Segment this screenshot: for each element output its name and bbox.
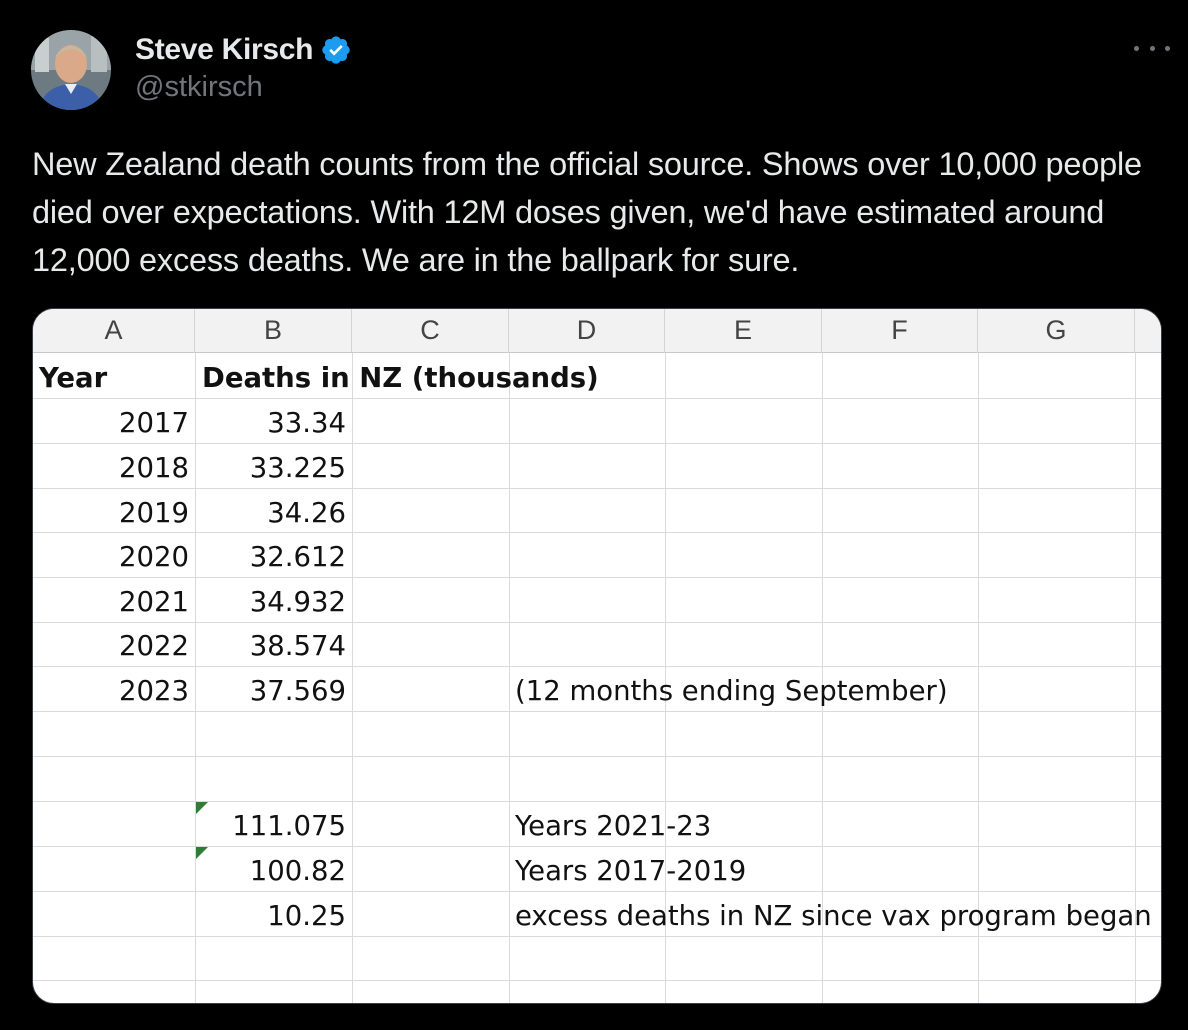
column-header-a: A (33, 309, 195, 353)
cell-error-marker-icon (196, 847, 208, 859)
gridline (195, 353, 196, 1003)
column-header-f: F (822, 309, 978, 353)
column-header-e: E (665, 309, 822, 353)
gridline (352, 353, 353, 1003)
year-cell: 2020 (119, 541, 189, 573)
profile-photo-icon (31, 30, 111, 110)
avatar[interactable] (31, 30, 111, 110)
summary-value-cell: 111.075 (232, 810, 346, 842)
summary-value-cell: 100.82 (249, 855, 346, 887)
gridline (33, 980, 1161, 981)
more-options-icon[interactable] (1134, 36, 1170, 60)
year-cell: 2021 (119, 586, 189, 618)
column-header-c: C (352, 309, 509, 353)
deaths-cell: 34.26 (267, 497, 346, 529)
summary-value-cell: 10.25 (267, 900, 346, 932)
column-header-h (1135, 309, 1161, 353)
gridline (1135, 353, 1136, 1003)
gridline (33, 577, 1161, 578)
gridline (33, 488, 1161, 489)
gridline (33, 398, 1161, 399)
summary-label-cell: Years 2021-23 (515, 810, 712, 842)
author-handle[interactable]: @stkirsch (135, 71, 263, 103)
summary-label-cell: excess deaths in NZ since vax program be… (515, 900, 1152, 932)
tweet-author: Steve Kirsch @stkirsch (135, 31, 352, 104)
gridline (978, 353, 979, 1003)
spreadsheet: A B C D E F G Year Deaths in NZ (thousan (33, 309, 1161, 1003)
summary-label-cell: Years 2017-2019 (515, 855, 747, 887)
year-cell: 2017 (119, 407, 189, 439)
gridline (509, 353, 510, 1003)
year-cell: 2023 (119, 675, 189, 707)
gridline (33, 532, 1161, 533)
gridline (665, 353, 666, 1003)
attached-image[interactable]: A B C D E F G Year Deaths in NZ (thousan (32, 308, 1162, 1004)
deaths-cell: 37.569 (249, 675, 346, 707)
deaths-cell: 38.574 (249, 630, 346, 662)
gridline (33, 846, 1161, 847)
header-cell-year: Year (39, 362, 108, 394)
year-cell: 2022 (119, 630, 189, 662)
column-header-g: G (978, 309, 1135, 353)
note-cell: (12 months ending September) (515, 675, 948, 707)
gridline (33, 891, 1161, 892)
gridline (33, 756, 1161, 757)
gridline (822, 353, 823, 1003)
deaths-cell: 33.225 (249, 452, 346, 484)
gridline (33, 801, 1161, 802)
deaths-cell: 32.612 (249, 541, 346, 573)
deaths-cell: 34.932 (249, 586, 346, 618)
header-cell-deaths: Deaths in NZ (thousands) (202, 362, 599, 394)
column-header-b: B (195, 309, 352, 353)
verified-badge-icon (320, 34, 352, 66)
year-cell: 2018 (119, 452, 189, 484)
column-header-d: D (509, 309, 665, 353)
gridline (33, 936, 1161, 937)
cell-error-marker-icon (196, 802, 208, 814)
year-cell: 2019 (119, 497, 189, 529)
author-name[interactable]: Steve Kirsch (135, 33, 314, 66)
deaths-cell: 33.34 (267, 407, 346, 439)
gridline (33, 666, 1161, 667)
gridline (33, 622, 1161, 623)
gridline (33, 443, 1161, 444)
tweet-text: New Zealand death counts from the offici… (32, 146, 1142, 278)
gridline (33, 711, 1161, 712)
